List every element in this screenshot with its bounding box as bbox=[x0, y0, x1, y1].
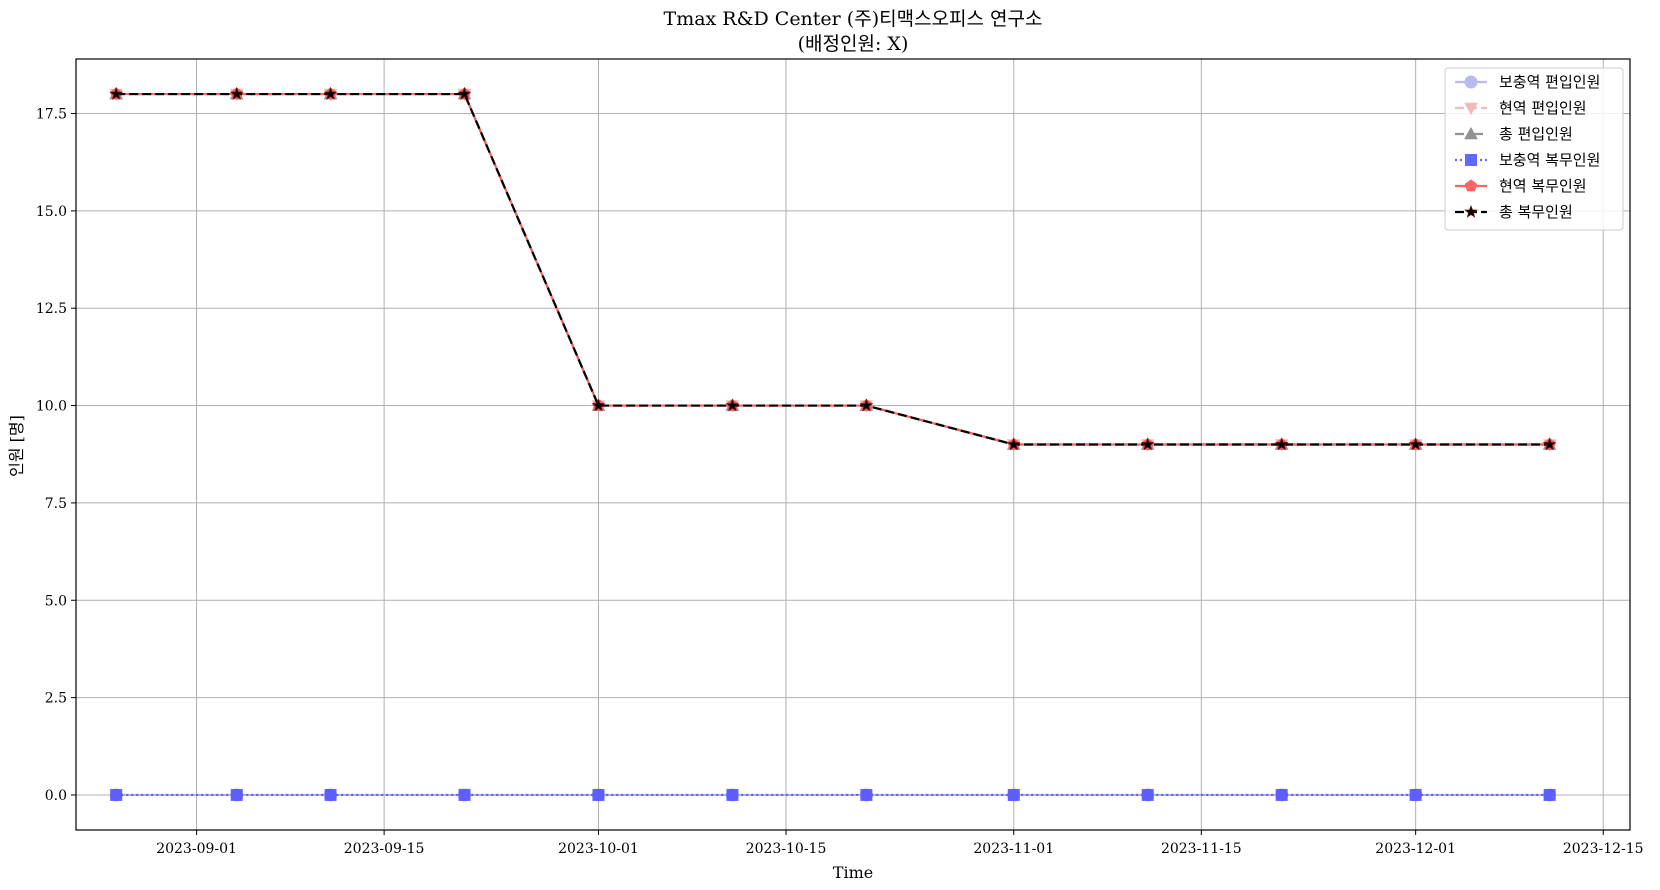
y-tick-label: 0.0 bbox=[45, 788, 67, 804]
legend-entry bbox=[1455, 179, 1487, 192]
data-point bbox=[1542, 437, 1557, 451]
x-tick-label: 2023-10-01 bbox=[558, 841, 639, 857]
series-line bbox=[116, 92, 1550, 446]
data-point bbox=[1409, 788, 1422, 801]
y-tick-label: 15.0 bbox=[36, 204, 67, 220]
data-point bbox=[592, 788, 605, 801]
data-point bbox=[591, 398, 606, 412]
y-tick-label: 7.5 bbox=[45, 496, 67, 512]
data-point bbox=[1275, 788, 1288, 801]
legend-marker bbox=[1464, 75, 1478, 89]
data-point bbox=[1141, 788, 1154, 801]
y-tick-label: 17.5 bbox=[36, 107, 67, 123]
series-2 bbox=[109, 88, 1557, 452]
x-axis-label: Time bbox=[833, 863, 873, 882]
y-tick-label: 5.0 bbox=[45, 593, 67, 609]
data-point bbox=[230, 788, 243, 801]
legend-marker bbox=[1464, 204, 1478, 218]
y-tick-label: 2.5 bbox=[45, 691, 67, 707]
legend-label: 총 편입인원 bbox=[1499, 125, 1573, 143]
data-point bbox=[324, 788, 337, 801]
series-layer bbox=[109, 86, 1557, 802]
legend-entry bbox=[1455, 102, 1487, 116]
series-line bbox=[116, 92, 1550, 446]
series-6 bbox=[109, 86, 1557, 451]
data-point bbox=[457, 86, 472, 100]
x-tick-label: 2023-11-01 bbox=[973, 841, 1054, 857]
series-5 bbox=[109, 87, 1556, 450]
legend-marker bbox=[1464, 179, 1478, 192]
legend-label: 보충역 편입인원 bbox=[1499, 73, 1600, 91]
data-point bbox=[1274, 437, 1289, 451]
data-point bbox=[859, 398, 874, 412]
series-3 bbox=[109, 87, 1557, 450]
legend-entry bbox=[1455, 75, 1487, 89]
legend-marker bbox=[1465, 154, 1477, 166]
data-point bbox=[1007, 788, 1020, 801]
legend-entry bbox=[1455, 204, 1487, 218]
legend-marker bbox=[1464, 126, 1478, 140]
legend-entry bbox=[1455, 154, 1487, 166]
series-line bbox=[116, 92, 1550, 446]
x-tick-label: 2023-09-01 bbox=[156, 841, 237, 857]
series-line bbox=[116, 92, 1550, 446]
data-point bbox=[1543, 788, 1556, 801]
x-tick-label: 2023-09-15 bbox=[344, 841, 425, 857]
x-tick-label: 2023-10-15 bbox=[746, 841, 827, 857]
series-4 bbox=[110, 788, 1556, 801]
legend-label: 현역 복무인원 bbox=[1499, 177, 1587, 195]
data-point bbox=[1408, 437, 1423, 451]
data-point bbox=[860, 788, 873, 801]
plot-area-frame bbox=[75, 58, 1631, 831]
y-axis-label: 인원 [명] bbox=[7, 415, 26, 477]
data-point bbox=[109, 86, 123, 100]
chart-title: Tmax R&D Center (주)티맥스오피스 연구소 bbox=[664, 8, 1043, 30]
data-point bbox=[458, 788, 471, 801]
legend-label: 현역 편입인원 bbox=[1499, 99, 1587, 117]
x-tick-label: 2023-12-15 bbox=[1563, 841, 1644, 857]
data-point bbox=[1140, 437, 1155, 451]
legend-entry bbox=[1455, 126, 1487, 140]
data-point bbox=[229, 86, 244, 100]
legend-label: 총 복무인원 bbox=[1499, 203, 1573, 221]
chart-subtitle: (배정인원: X) bbox=[798, 33, 909, 55]
data-point bbox=[1006, 437, 1021, 451]
data-point bbox=[323, 86, 338, 100]
legend-marker bbox=[1464, 102, 1478, 116]
data-point bbox=[725, 398, 740, 412]
data-point bbox=[110, 788, 123, 801]
x-tick-label: 2023-11-15 bbox=[1161, 841, 1242, 857]
axis-ticks: 2023-09-01 2023-09-15 2023-10-01 2023-10-15… bbox=[36, 107, 1644, 857]
x-tick-label: 2023-12-01 bbox=[1375, 841, 1456, 857]
legend-frame bbox=[1444, 67, 1624, 231]
y-tick-label: 10.0 bbox=[36, 399, 67, 415]
y-tick-label: 12.5 bbox=[36, 301, 67, 317]
data-point bbox=[726, 788, 739, 801]
legend-label: 보충역 복무인원 bbox=[1499, 151, 1600, 169]
